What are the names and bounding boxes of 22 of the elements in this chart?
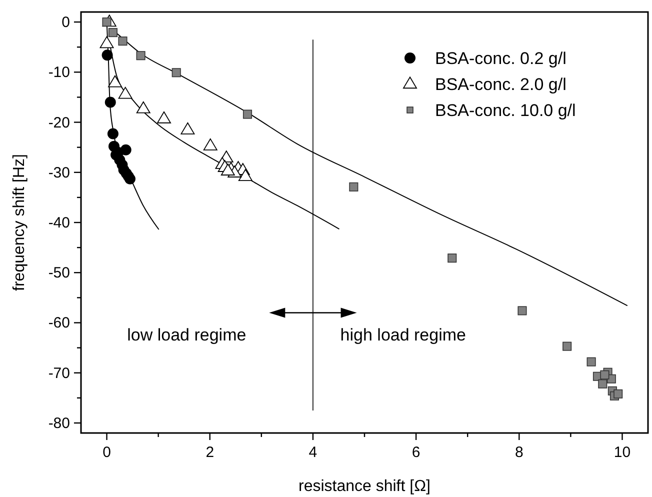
legend-label: BSA-conc. 0.2 g/l [435, 49, 566, 68]
y-tick-label: -10 [48, 64, 70, 82]
x-tick-label: 4 [308, 444, 318, 461]
x-tick-label: 2 [206, 444, 214, 461]
x-tick-label: 10 [614, 444, 631, 461]
y-tick-label: -30 [48, 164, 70, 182]
y-tick-label: -70 [48, 364, 70, 382]
y-tick-label: 0 [62, 14, 70, 32]
y-tick-label: -60 [48, 314, 70, 332]
y-tick-label: -40 [48, 214, 70, 232]
x-tick-label: 8 [514, 444, 524, 461]
y-tick-label: -50 [48, 264, 70, 282]
x-tick-label: 6 [412, 444, 420, 461]
x-tick-label: 0 [102, 444, 111, 461]
legend-label: BSA-conc. 10.0 g/l [435, 101, 576, 120]
y-axis-title: frequency shift [Hz] [11, 154, 28, 291]
x-axis-title: resistance shift [Ω] [298, 478, 431, 495]
annotation: high load regime [340, 325, 466, 344]
y-tick-label: -80 [48, 414, 70, 432]
y-tick-label: -20 [48, 114, 70, 132]
annotation: low load regime [127, 325, 246, 344]
legend-label: BSA-conc. 2.0 g/l [435, 75, 566, 94]
